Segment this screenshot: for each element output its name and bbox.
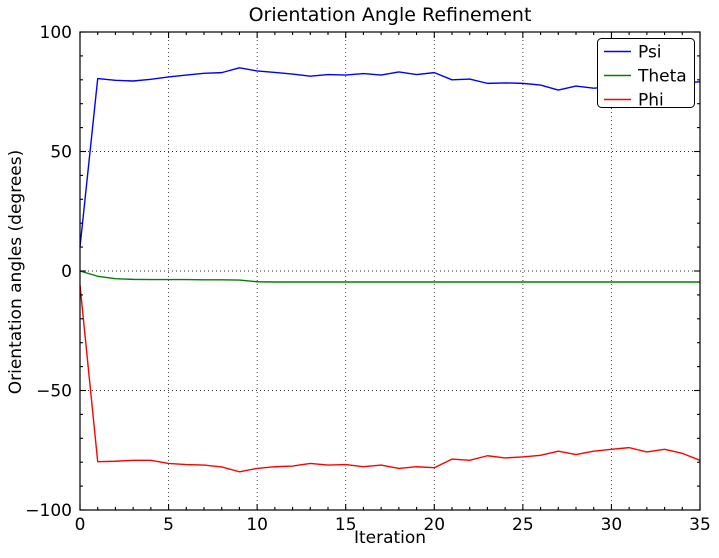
- legend-label-psi: Psi: [638, 43, 662, 63]
- y-tick-label--100: −100: [25, 501, 72, 521]
- x-tick-label-30: 30: [601, 515, 623, 535]
- y-tick-label-0: 0: [61, 262, 72, 282]
- series-line-phi: [79, 285, 701, 473]
- gridlines: [80, 32, 700, 510]
- x-tick-label-15: 15: [335, 515, 357, 535]
- x-tick-label-5: 5: [163, 515, 174, 535]
- legend: Psi Theta Phi: [597, 38, 695, 111]
- series-line-theta: [79, 270, 700, 283]
- y-tick-label-50: 50: [50, 143, 72, 163]
- x-tick-label-35: 35: [689, 515, 711, 535]
- chart-title: Orientation Angle Refinement: [248, 4, 532, 26]
- legend-box: [597, 38, 695, 108]
- y-axis-label: Orientation angles (degrees): [6, 149, 26, 395]
- x-axis-label: Iteration: [353, 528, 427, 548]
- x-tick-label-10: 10: [246, 515, 268, 535]
- axis-ticks: [79, 31, 701, 511]
- x-tick-label-0: 0: [75, 515, 86, 535]
- tick-labels: 0 5 10 15 20 25 30 35 −100 −50 0 50 100: [25, 23, 711, 535]
- y-tick-label--50: −50: [36, 382, 72, 402]
- legend-label-phi: Phi: [638, 91, 664, 111]
- x-tick-label-25: 25: [512, 515, 534, 535]
- x-tick-label-20: 20: [423, 515, 445, 535]
- series-line-psi: [79, 67, 701, 248]
- y-tick-label-100: 100: [40, 23, 72, 43]
- legend-label-theta: Theta: [637, 67, 687, 87]
